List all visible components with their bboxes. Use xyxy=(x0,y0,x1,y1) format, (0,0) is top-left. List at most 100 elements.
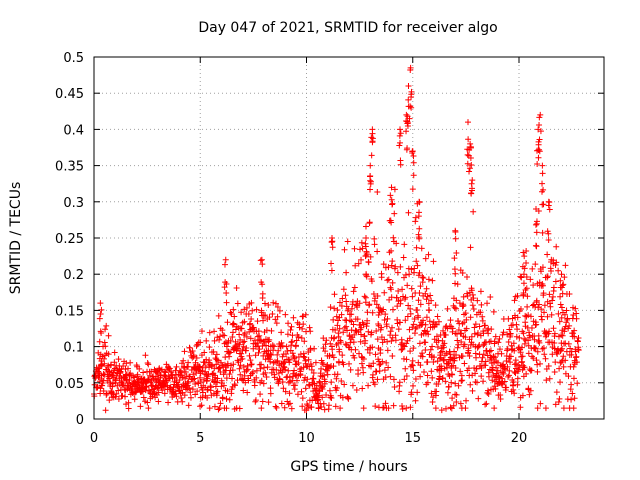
data-point xyxy=(405,96,412,103)
data-point xyxy=(558,271,565,278)
data-point xyxy=(417,301,424,308)
data-point xyxy=(416,225,423,232)
data-point xyxy=(389,334,396,341)
data-point xyxy=(420,317,427,324)
data-point xyxy=(442,405,449,412)
data-point xyxy=(213,361,220,368)
data-point xyxy=(189,386,196,393)
data-point xyxy=(293,342,300,349)
chart-title: Day 047 of 2021, SRMTID for receiver alg… xyxy=(198,20,497,36)
data-point xyxy=(312,359,319,366)
data-point xyxy=(453,351,460,358)
data-point xyxy=(408,285,415,292)
data-point xyxy=(489,377,496,384)
data-point xyxy=(358,360,365,367)
data-point xyxy=(328,379,335,386)
data-point xyxy=(532,345,539,352)
data-point xyxy=(397,130,404,137)
data-point xyxy=(198,402,205,409)
data-point xyxy=(391,384,398,391)
data-point xyxy=(534,368,541,375)
data-point xyxy=(552,261,559,268)
data-point xyxy=(511,368,518,375)
data-point xyxy=(468,161,475,168)
data-point xyxy=(536,136,543,143)
data-point xyxy=(533,357,540,364)
data-point xyxy=(342,341,349,348)
data-point xyxy=(462,405,469,412)
data-point xyxy=(347,366,354,373)
data-point xyxy=(557,277,564,284)
data-point xyxy=(285,320,292,327)
data-point xyxy=(306,324,313,331)
data-point xyxy=(159,387,166,394)
data-point xyxy=(536,114,543,121)
data-point xyxy=(373,328,380,335)
data-point xyxy=(329,238,336,245)
data-point xyxy=(570,405,577,412)
data-point xyxy=(353,387,360,394)
data-point xyxy=(520,249,527,256)
data-point xyxy=(295,359,302,366)
data-point xyxy=(435,380,442,387)
data-point xyxy=(389,306,396,313)
data-point xyxy=(338,311,345,318)
data-point xyxy=(486,348,493,355)
data-point xyxy=(544,274,551,281)
data-point xyxy=(439,348,446,355)
data-point xyxy=(443,350,450,357)
data-point xyxy=(330,316,337,323)
data-point xyxy=(388,337,395,344)
data-point xyxy=(426,318,433,325)
data-point xyxy=(288,339,295,346)
data-point xyxy=(250,369,257,376)
data-point xyxy=(348,327,355,334)
data-point xyxy=(241,318,248,325)
data-point xyxy=(429,399,436,406)
data-point xyxy=(449,395,456,402)
data-point xyxy=(423,296,430,303)
data-point xyxy=(199,389,206,396)
data-point xyxy=(308,366,315,373)
data-point xyxy=(396,142,403,149)
data-point xyxy=(540,290,547,297)
data-point xyxy=(494,367,501,374)
data-point xyxy=(181,348,188,355)
data-point xyxy=(319,394,326,401)
data-point xyxy=(278,329,285,336)
data-point xyxy=(247,320,254,327)
data-point xyxy=(433,388,440,395)
data-point xyxy=(521,253,528,260)
data-point xyxy=(224,319,231,326)
data-point xyxy=(439,374,446,381)
data-point xyxy=(522,312,529,319)
data-point xyxy=(366,301,373,308)
data-point xyxy=(213,392,220,399)
data-point xyxy=(555,267,562,274)
data-point xyxy=(469,291,476,298)
data-point xyxy=(546,375,553,382)
data-point xyxy=(427,292,434,299)
data-point xyxy=(226,371,233,378)
data-point xyxy=(197,339,204,346)
data-point xyxy=(203,337,210,344)
data-point xyxy=(424,372,431,379)
data-point xyxy=(240,387,247,394)
data-point xyxy=(367,178,374,185)
data-point xyxy=(551,339,558,346)
data-point xyxy=(278,400,285,407)
data-point xyxy=(552,278,559,285)
data-point xyxy=(374,293,381,300)
data-point xyxy=(391,210,398,217)
data-point xyxy=(384,347,391,354)
data-point xyxy=(533,243,540,250)
data-point xyxy=(557,293,564,300)
data-point xyxy=(415,314,422,321)
data-point xyxy=(403,405,410,412)
data-point xyxy=(293,377,300,384)
data-point xyxy=(326,364,333,371)
data-point xyxy=(384,315,391,322)
data-point xyxy=(573,353,580,360)
data-point xyxy=(231,382,238,389)
data-point xyxy=(533,220,540,227)
